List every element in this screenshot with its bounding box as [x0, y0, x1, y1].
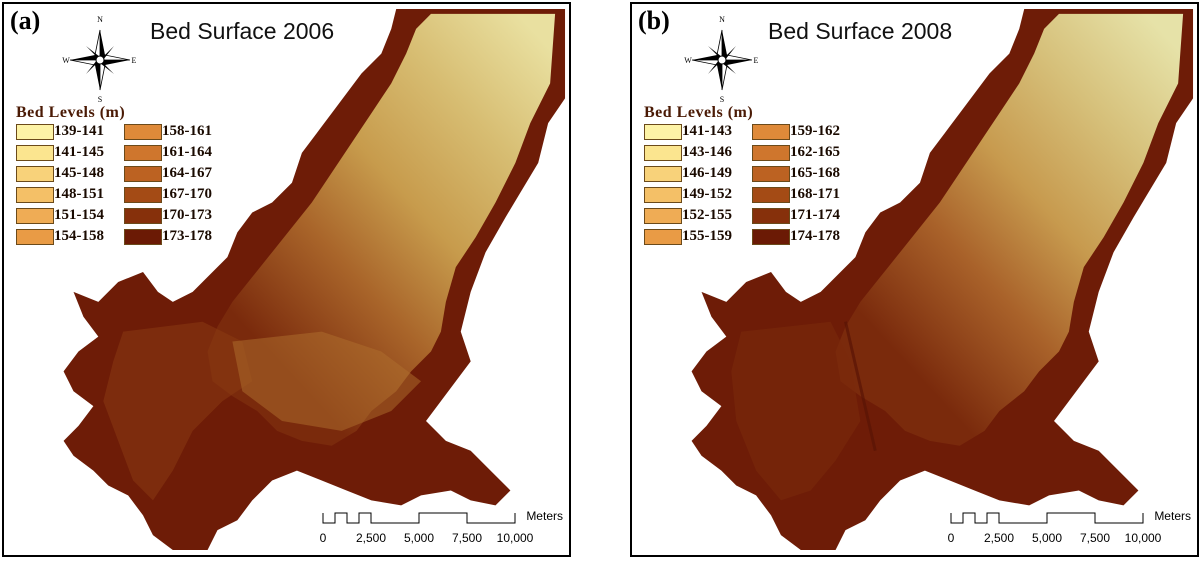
scale-tick: 7,500 [451, 531, 483, 545]
legend-swatch [124, 187, 162, 203]
legend-label: 164-167 [162, 165, 212, 181]
legend-label: 173-178 [162, 228, 212, 244]
legend-swatch [752, 145, 790, 161]
legend-swatch [16, 145, 54, 161]
legend-swatch [644, 145, 682, 161]
panel-label: (b) [638, 6, 670, 35]
legend-title: Bed Levels (m) [644, 104, 754, 121]
legend-label: 162-165 [790, 144, 840, 160]
scale-tick: 2,500 [355, 531, 387, 545]
legend-label: 171-174 [790, 207, 840, 223]
scale-tick: 10,000 [1124, 531, 1162, 545]
legend-swatch [644, 229, 682, 245]
legend-title: Bed Levels (m) [16, 104, 126, 121]
legend-swatch [644, 187, 682, 203]
legend-swatch [752, 187, 790, 203]
legend-label: 154-158 [54, 228, 104, 244]
legend-swatch [124, 208, 162, 224]
compass-north: N [97, 15, 103, 24]
legend-label: 159-162 [790, 123, 840, 139]
scale-tick: 2,500 [983, 531, 1015, 545]
scale-bar: Meters 0 2,500 5,000 7,500 10,000 [947, 509, 1191, 549]
compass-west: W [684, 56, 692, 65]
compass-north: N [719, 15, 725, 24]
legend-swatch [752, 229, 790, 245]
legend-label: 145-148 [54, 165, 104, 181]
legend-swatch [752, 124, 790, 140]
legend-label: 158-161 [162, 123, 212, 139]
scale-tick: 0 [319, 531, 327, 545]
legend-label: 167-170 [162, 186, 212, 202]
scale-bar: Meters 0 2,500 5,000 7,500 10,000 [319, 509, 563, 549]
bed-surface-map-2006 [63, 8, 566, 551]
legend-swatch [752, 166, 790, 182]
map-title: Bed Surface 2006 [150, 18, 335, 44]
legend-label: 141-145 [54, 144, 104, 160]
legend-swatch [16, 124, 54, 140]
legend-label: 146-149 [682, 165, 732, 181]
compass-south: S [720, 95, 724, 104]
compass-east: E [754, 56, 759, 65]
legend-swatch [644, 166, 682, 182]
legend-label: 151-154 [54, 207, 104, 223]
scale-tick: 5,000 [403, 531, 435, 545]
legend-label: 139-141 [54, 123, 104, 139]
map-title: Bed Surface 2008 [768, 18, 953, 44]
legend-label: 143-146 [682, 144, 732, 160]
legend-swatch [16, 166, 54, 182]
legend-swatch [124, 229, 162, 245]
legend-swatch [124, 145, 162, 161]
legend-label: 165-168 [790, 165, 840, 181]
legend-label: 174-178 [790, 228, 840, 244]
legend-swatch [124, 124, 162, 140]
scale-bar-graphic [950, 512, 1144, 524]
legend-label: 148-151 [54, 186, 104, 202]
legend-label: 141-143 [682, 123, 732, 139]
legend-label: 152-155 [682, 207, 732, 223]
scale-tick: 0 [947, 531, 955, 545]
compass-rose-icon: N S E W [62, 15, 137, 104]
compass-south: S [98, 95, 102, 104]
legend-swatch [644, 124, 682, 140]
legend-swatch [16, 208, 54, 224]
scale-tick: 5,000 [1031, 531, 1063, 545]
reservoir-interior [835, 13, 1184, 446]
scale-unit: Meters [526, 509, 563, 523]
legend-swatch [16, 229, 54, 245]
bed-surface-map-2008 [691, 8, 1194, 551]
scale-unit: Meters [1154, 509, 1191, 523]
scale-bar-graphic [322, 512, 516, 524]
legend-label: 155-159 [682, 228, 732, 244]
legend-swatch [752, 208, 790, 224]
legend-label: 149-152 [682, 186, 732, 202]
map-panel-a: (a) Bed Surface 2006 N S E W Bed Levels … [2, 2, 571, 557]
legend-swatch [16, 187, 54, 203]
legend-label: 161-164 [162, 144, 212, 160]
legend-swatch [124, 166, 162, 182]
legend-label: 170-173 [162, 207, 212, 223]
panel-label: (a) [10, 6, 41, 35]
scale-tick: 10,000 [496, 531, 534, 545]
legend-label: 168-171 [790, 186, 840, 202]
map-panel-b: (b) Bed Surface 2008 N S E W Bed Levels … [630, 2, 1199, 557]
scale-tick: 7,500 [1079, 531, 1111, 545]
compass-west: W [62, 56, 70, 65]
compass-east: E [132, 56, 137, 65]
legend-swatch [644, 208, 682, 224]
compass-rose-icon: N S E W [684, 15, 759, 104]
